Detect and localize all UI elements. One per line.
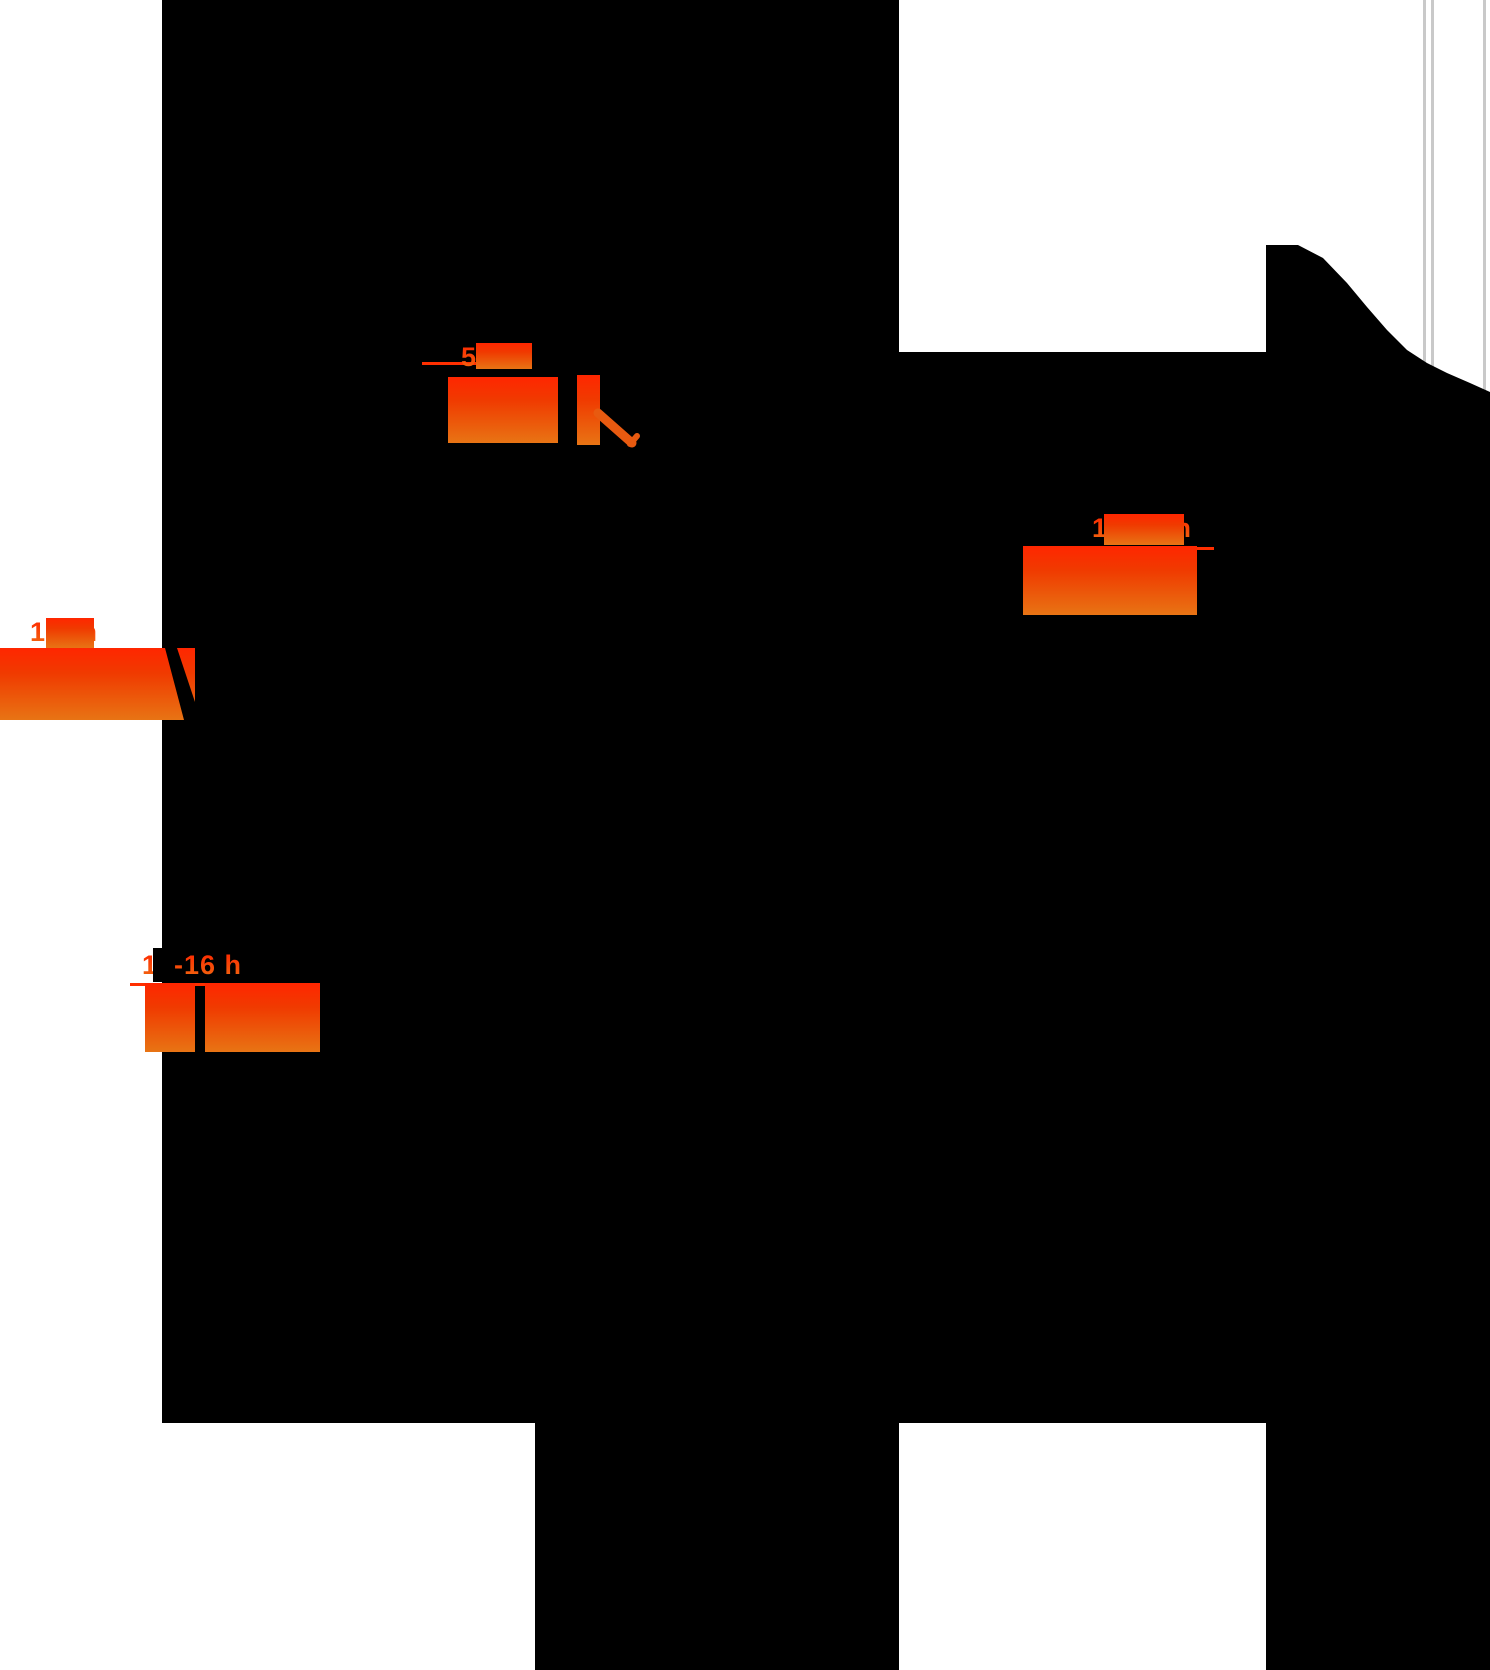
black-panel-right bbox=[899, 352, 1266, 1423]
time-block[interactable] bbox=[1023, 546, 1197, 615]
label-occluder-orange bbox=[476, 343, 532, 369]
label-occluder-orange bbox=[1104, 514, 1184, 545]
time-block[interactable] bbox=[577, 375, 600, 445]
time-block[interactable] bbox=[0, 648, 195, 720]
time-block-tail bbox=[593, 408, 640, 448]
black-curve-shape bbox=[1298, 245, 1490, 1670]
label-occluder-black bbox=[153, 948, 173, 982]
black-diagonal-occluder bbox=[165, 648, 196, 720]
time-block[interactable] bbox=[205, 983, 320, 1052]
column-divider-line bbox=[1431, 0, 1434, 372]
time-block[interactable] bbox=[448, 377, 558, 443]
black-panel-bump bbox=[1266, 245, 1298, 1670]
leader-line bbox=[1197, 547, 1214, 550]
label-occluder-orange bbox=[46, 618, 94, 648]
leader-line bbox=[422, 362, 477, 365]
black-panel-main bbox=[162, 0, 899, 1423]
time-block[interactable] bbox=[145, 983, 195, 1052]
column-divider-line bbox=[1423, 0, 1426, 368]
black-panel-bottom-middle bbox=[535, 1423, 899, 1670]
scrollbar-track-line[interactable] bbox=[1483, 0, 1486, 398]
